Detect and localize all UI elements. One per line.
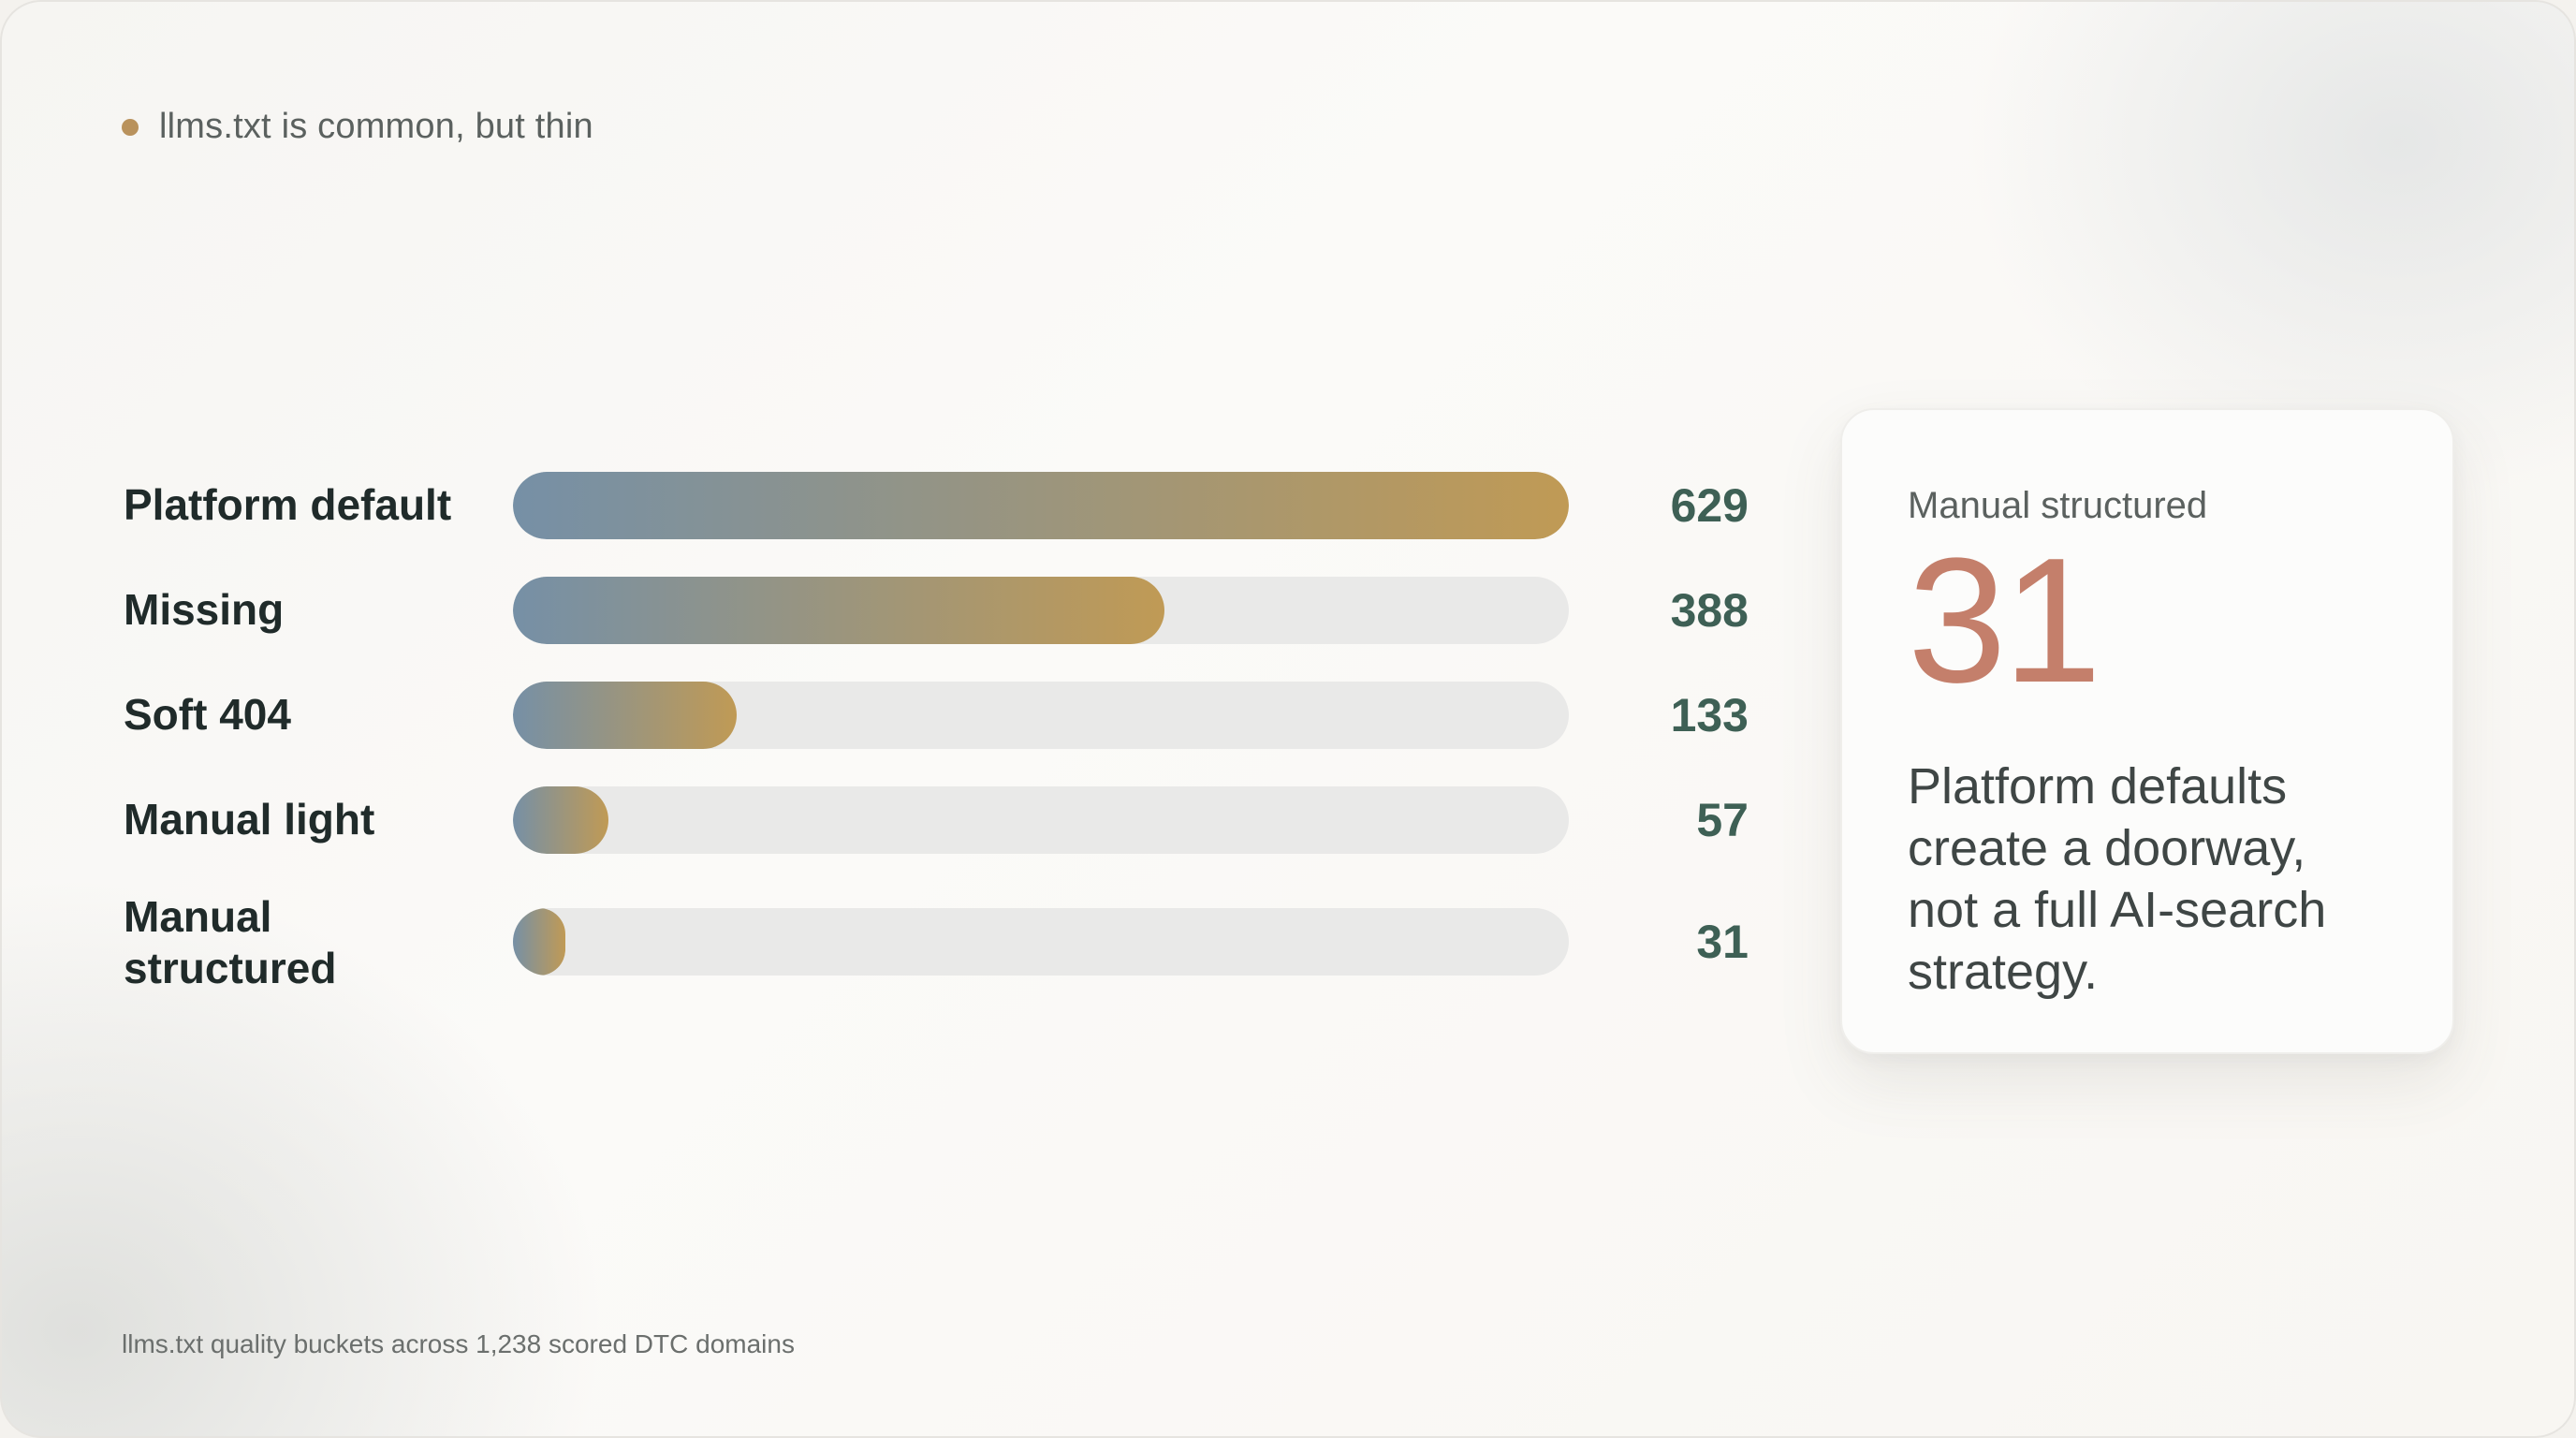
accent-dot-icon bbox=[122, 118, 139, 136]
slide-title: llms.txt is common, but thin bbox=[159, 107, 593, 146]
bar-platform-default bbox=[513, 472, 1569, 539]
bar-manual-light bbox=[513, 786, 608, 854]
callout-card: Manual structured 31 Platform defaults c… bbox=[1840, 408, 2454, 1054]
bar-label-missing: Missing bbox=[124, 585, 285, 634]
bar-track-manual-light bbox=[513, 786, 1569, 854]
bar-value-missing: 388 bbox=[1670, 584, 1749, 637]
bar-soft-404 bbox=[513, 682, 737, 749]
bar-value-manual-light: 57 bbox=[1696, 794, 1749, 846]
header: llms.txt is common, but thin bbox=[122, 107, 593, 147]
bar-label-platform-default: Platform default bbox=[124, 480, 452, 529]
bar-missing bbox=[513, 577, 1164, 644]
bar-track-missing bbox=[513, 577, 1569, 644]
bar-chart: Platform default 629 Missing 388 Soft 404 133… bbox=[2, 2, 1780, 1436]
bar-manual-structured bbox=[513, 908, 565, 976]
bar-label-manual-light: Manual light bbox=[124, 795, 375, 844]
bar-label-manual-structured: Manual structured bbox=[124, 892, 337, 992]
callout-text: Platform defaults create a doorway, not … bbox=[1908, 758, 2327, 1000]
callout-label: Manual structured bbox=[1908, 485, 2208, 526]
bar-value-platform-default: 629 bbox=[1670, 479, 1749, 532]
callout-value: 31 bbox=[1908, 521, 2101, 720]
bar-value-manual-structured: 31 bbox=[1696, 916, 1749, 968]
bar-track-soft-404 bbox=[513, 682, 1569, 749]
bar-track-platform-default bbox=[513, 472, 1569, 539]
bar-value-soft-404: 133 bbox=[1670, 689, 1749, 741]
footer-note: llms.txt quality buckets across 1,238 sc… bbox=[122, 1329, 795, 1358]
bar-label-soft-404: Soft 404 bbox=[124, 690, 291, 739]
bar-track-manual-structured bbox=[513, 908, 1569, 976]
